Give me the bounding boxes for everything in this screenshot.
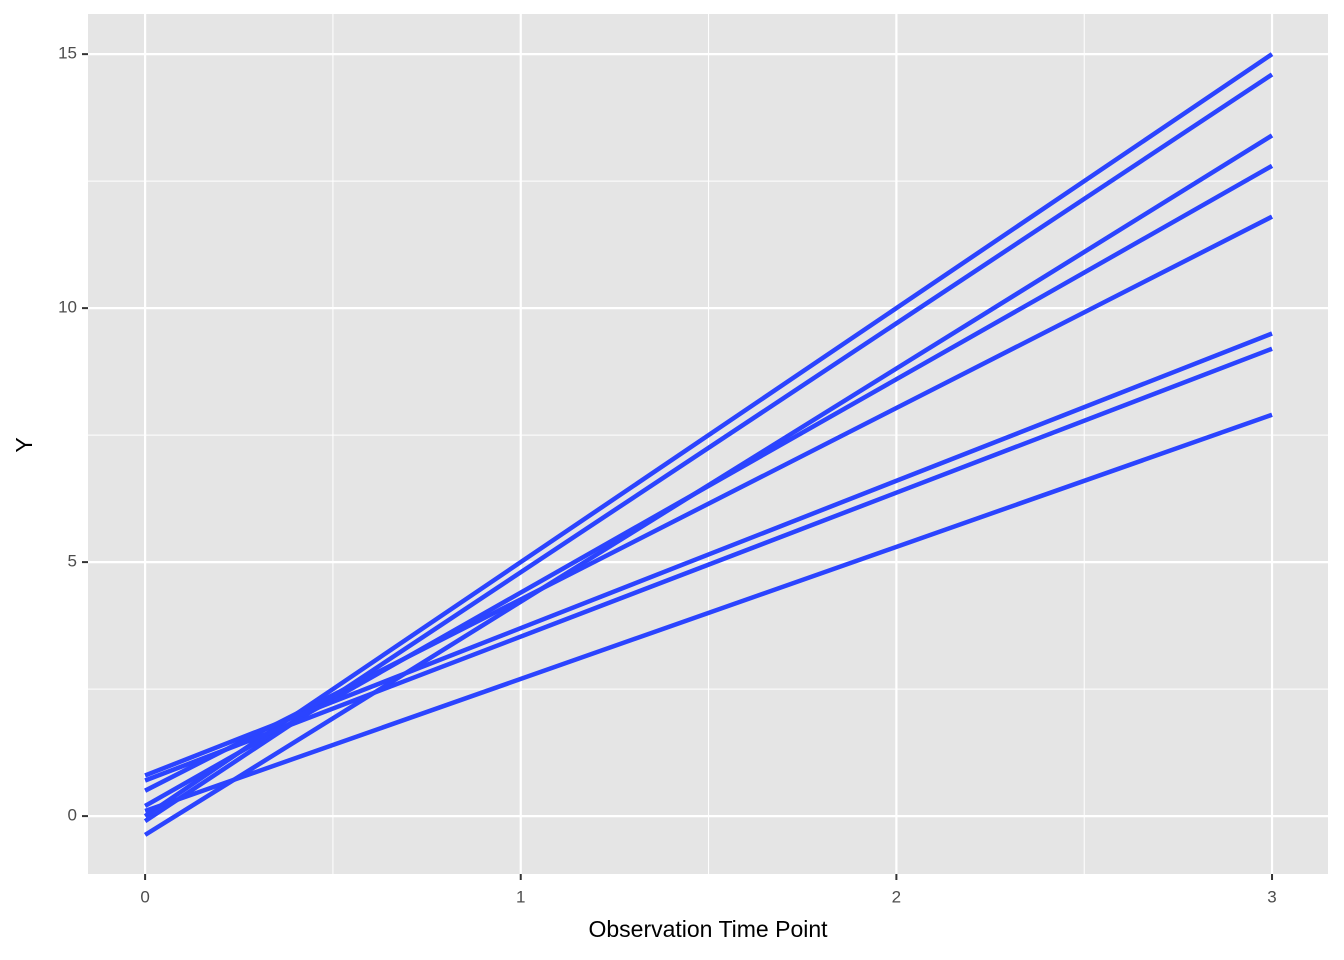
x-tick-label: 3: [1267, 887, 1276, 906]
series-line: [143, 163, 1274, 808]
x-axis-title: Observation Time Point: [588, 916, 828, 942]
series-line: [144, 331, 1273, 778]
y-axis-title: Y: [11, 437, 37, 452]
series-line: [144, 214, 1274, 793]
series-line: [144, 412, 1273, 814]
y-tick-label: 5: [68, 552, 77, 571]
y-tick-label: 10: [58, 298, 77, 317]
y-tick-label: 15: [58, 44, 77, 63]
x-tick-label: 2: [892, 887, 901, 906]
series-line: [144, 346, 1273, 783]
series-line: [143, 52, 1274, 818]
x-tick-label: 1: [516, 887, 525, 906]
y-tick-label: 0: [68, 806, 77, 825]
x-tick-label: 0: [140, 887, 149, 906]
